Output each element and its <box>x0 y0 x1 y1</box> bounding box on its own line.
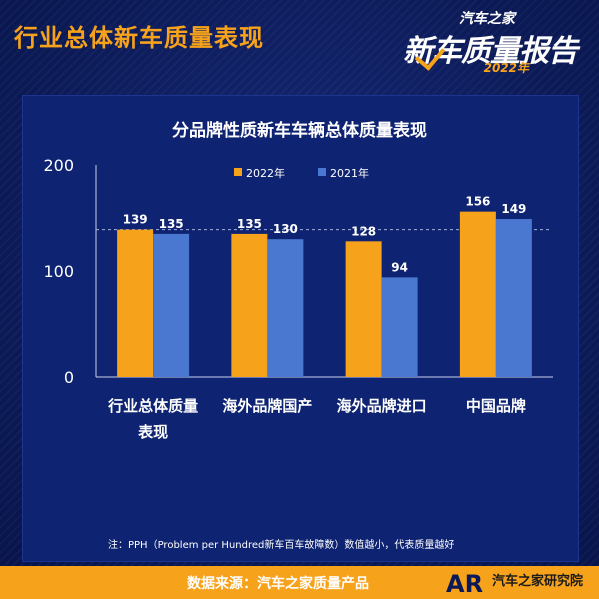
brand-line1: 汽车之家 <box>459 11 515 27</box>
chart-title: 分品牌性质新车车辆总体质量表现 <box>172 121 427 141</box>
data-label: 128 <box>351 224 376 238</box>
data-label: 156 <box>465 195 490 209</box>
bar-2022 <box>345 241 382 377</box>
brand-line2: 新车质量报告 <box>403 34 578 69</box>
data-label: 139 <box>123 213 148 227</box>
data-source: 数据来源：汽车之家质量产品 <box>187 576 369 592</box>
brand-year: 2022年 <box>483 61 529 75</box>
footnote: 注：PPH（Problem per Hundred新车百车故障数）数值越小，代表… <box>108 540 455 551</box>
footer-bar: 数据来源：汽车之家质量产品 AR 汽车之家研究院 <box>0 566 599 599</box>
x-tick-label: 行业总体质量 <box>107 397 198 415</box>
y-tick-label: 100 <box>43 262 74 281</box>
data-label: 135 <box>159 217 184 231</box>
x-tick-label: 中国品牌 <box>466 397 526 415</box>
data-label: 149 <box>501 202 526 216</box>
data-label: 130 <box>273 222 298 236</box>
data-label: 94 <box>391 260 408 274</box>
data-label: 135 <box>237 217 262 231</box>
bar-2022 <box>231 233 268 377</box>
bar-2021 <box>495 219 532 377</box>
legend-label: 2021年 <box>330 166 369 180</box>
bar-2022 <box>117 229 154 377</box>
ar-logo-icon: AR <box>446 570 483 596</box>
bar-2021 <box>381 277 418 377</box>
bar-2021 <box>153 233 190 377</box>
x-tick-label: 海外品牌进口 <box>337 397 427 415</box>
bar-2022 <box>459 211 496 377</box>
brand-logo: 汽车之家 新车质量报告 2022年 <box>395 6 585 78</box>
ar-logo-text: AR <box>446 570 483 596</box>
legend-swatch <box>234 168 242 176</box>
bar-2021 <box>267 239 304 377</box>
footer-org: 汽车之家研究院 <box>492 574 584 589</box>
y-tick-label: 200 <box>43 156 74 175</box>
legend-swatch <box>318 168 326 176</box>
legend-label: 2022年 <box>246 166 285 180</box>
page-title: 行业总体新车质量表现 <box>14 24 264 52</box>
x-tick-label: 海外品牌国产 <box>222 397 312 415</box>
x-tick-label: 表现 <box>138 423 168 441</box>
y-tick-label: 0 <box>64 368 74 387</box>
